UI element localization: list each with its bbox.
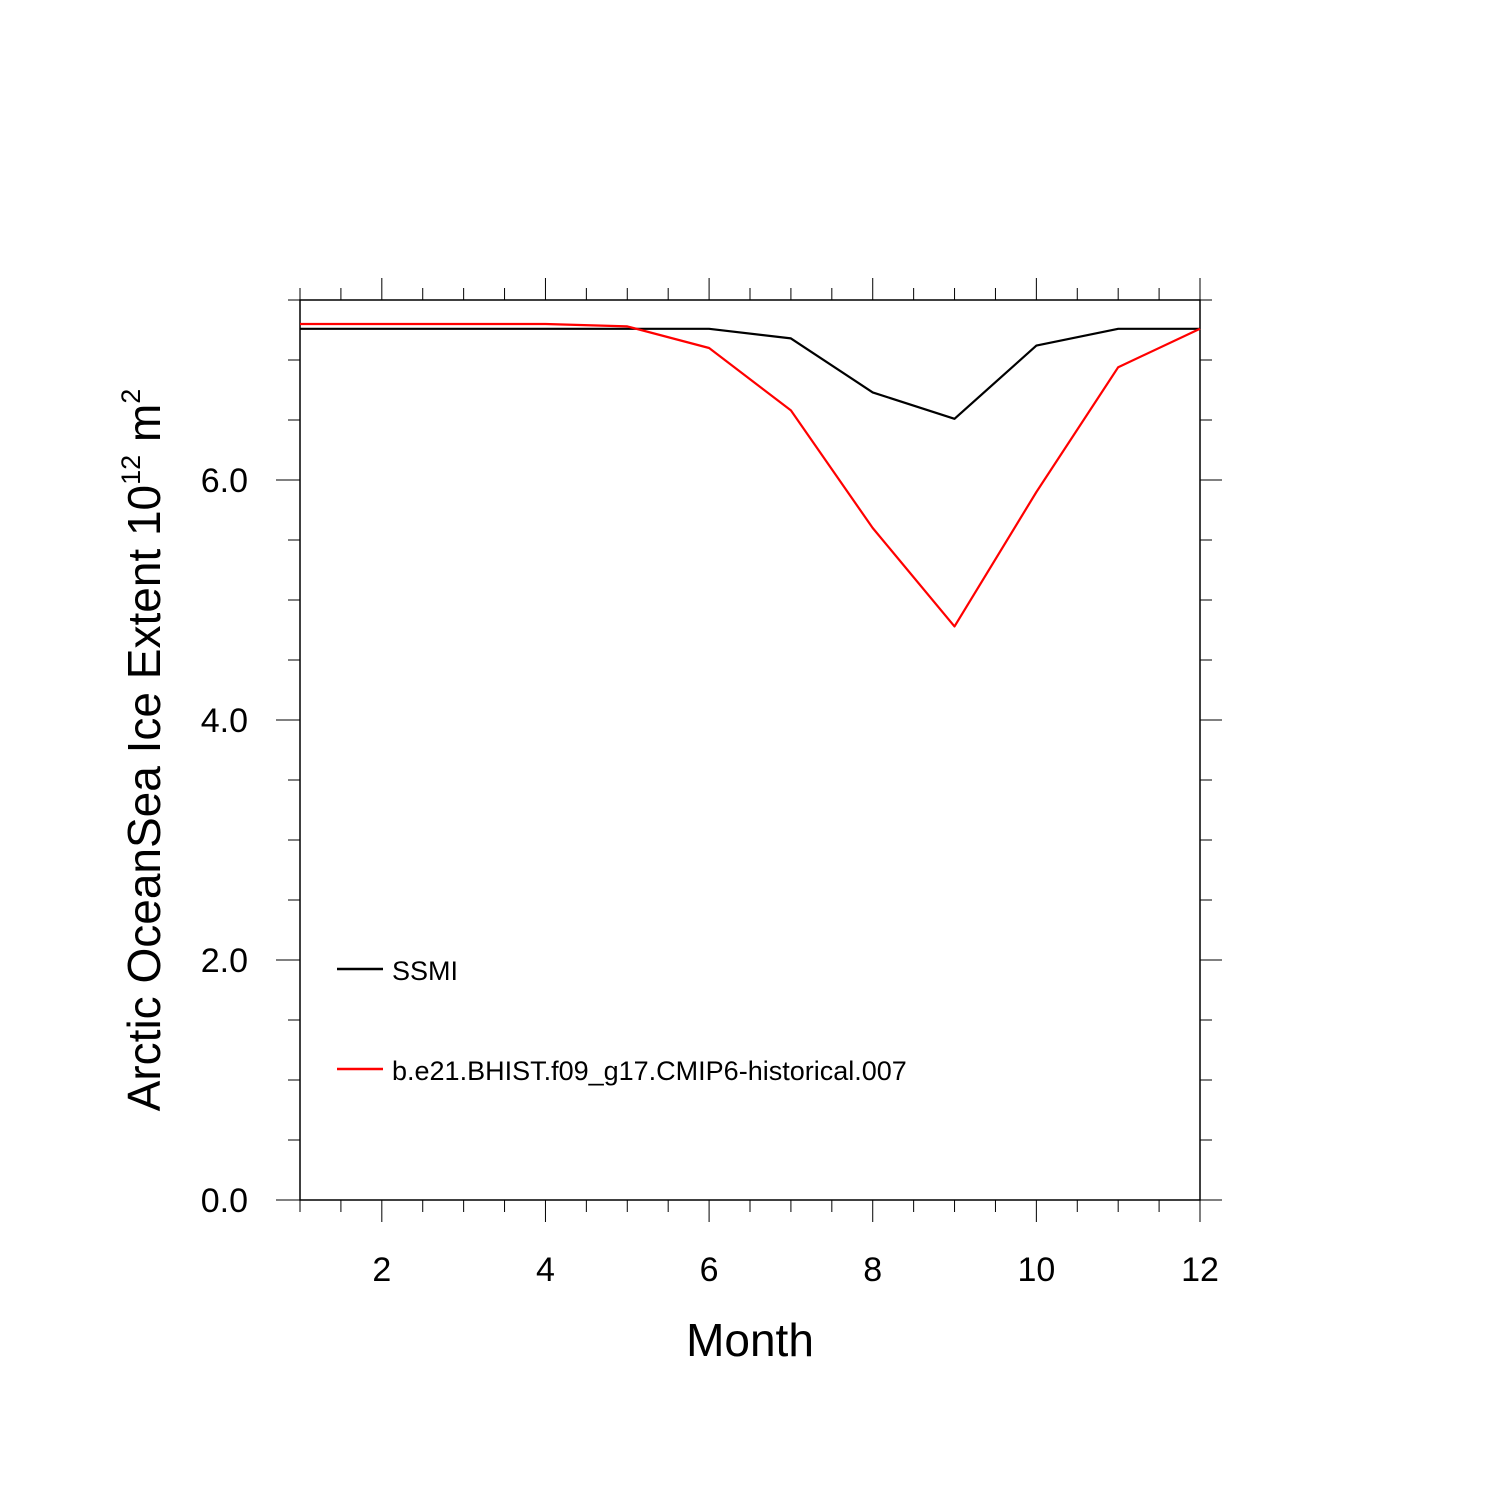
axis-ticks xyxy=(276,278,1222,1222)
series-line-model xyxy=(300,322,1201,628)
legend-label-model: b.e21.BHIST.f09_g17.CMIP6-historical.007 xyxy=(392,1056,907,1086)
y-tick-label: 6.0 xyxy=(201,462,248,500)
y-axis-title-space xyxy=(118,442,170,455)
x-tick-label: 6 xyxy=(700,1251,719,1289)
y-axis-title: Arctic OceanSea Ice Extent 1012 m2 xyxy=(116,389,170,1112)
x-tick-label: 4 xyxy=(536,1251,555,1289)
legend-label-ssmi: SSMI xyxy=(392,956,458,986)
y-axis-title-text: Arctic OceanSea Ice Extent 10 xyxy=(118,485,170,1111)
series-layer xyxy=(300,322,1201,628)
y-tick-label: 2.0 xyxy=(201,942,248,980)
x-tick-label: 10 xyxy=(1017,1251,1055,1289)
x-tick-label: 12 xyxy=(1181,1251,1219,1289)
x-tick-label: 8 xyxy=(863,1251,882,1289)
y-axis-title-unit-exponent: 2 xyxy=(116,389,146,404)
legend: SSMI b.e21.BHIST.f09_g17.CMIP6-historica… xyxy=(337,956,907,1086)
y-axis-title-unit: m xyxy=(118,404,170,442)
tick-labels: 2 4 6 8 10 12 0.0 2.0 4.0 6.0 xyxy=(201,462,1219,1289)
y-tick-label: 0.0 xyxy=(201,1182,248,1220)
y-axis-title-exponent: 12 xyxy=(116,455,146,485)
y-tick-label: 4.0 xyxy=(201,702,248,740)
series-line-ssmi xyxy=(300,327,1200,420)
x-axis-title: Month xyxy=(686,1314,814,1366)
plot-frame xyxy=(299,299,1201,1201)
x-tick-label: 2 xyxy=(372,1251,391,1289)
